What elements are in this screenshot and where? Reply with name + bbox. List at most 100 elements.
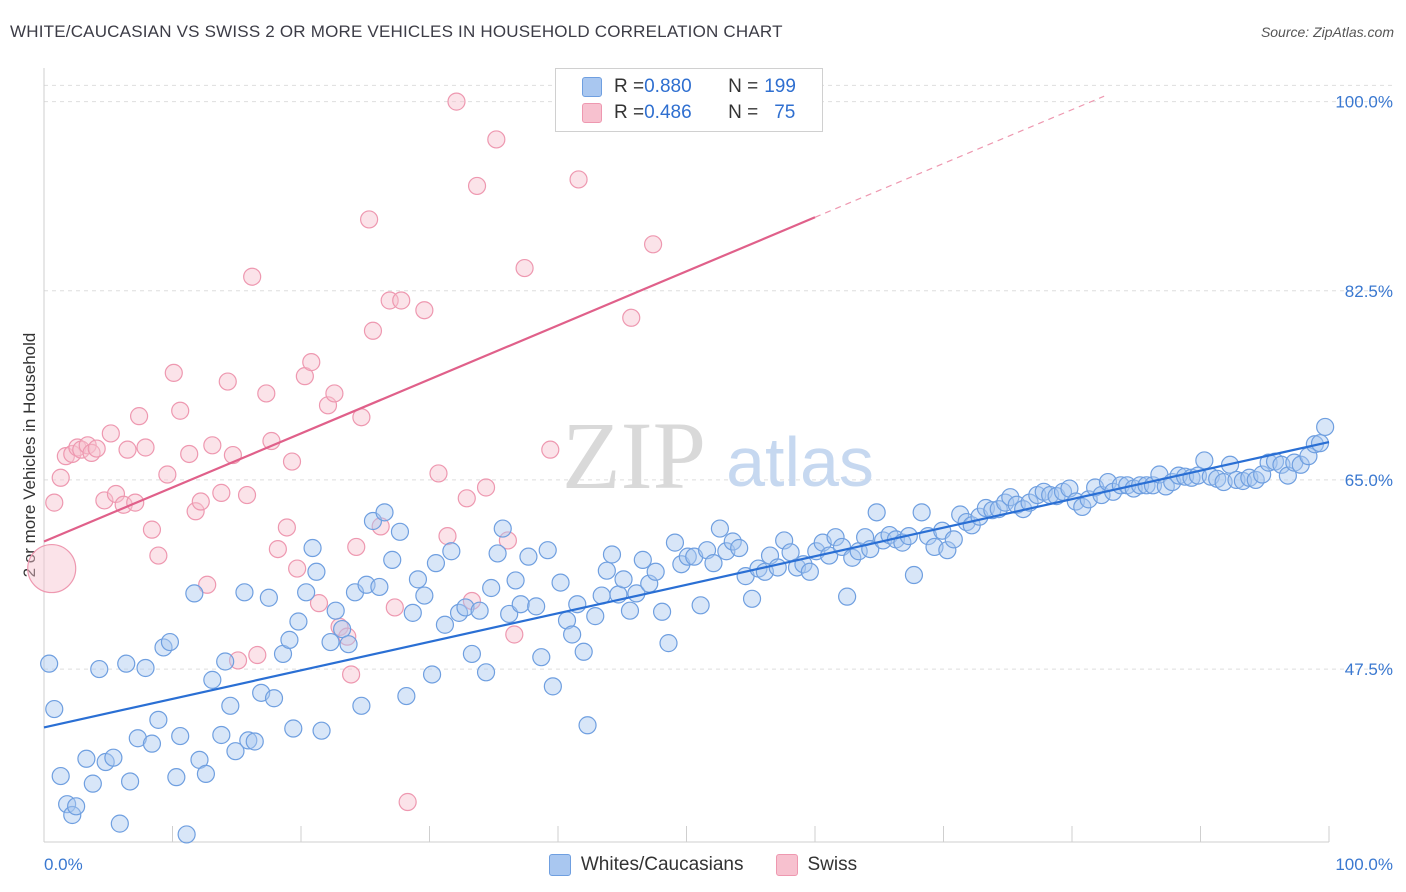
swiss-point [438,527,457,546]
whites-point [904,565,924,585]
whites-point [633,550,652,569]
whites-point [482,578,501,598]
series-label-swiss: Swiss [807,854,858,875]
whites-point [297,583,316,602]
whites-point [63,805,82,825]
legend-n-value: 75 [774,102,796,123]
axes [43,68,1330,843]
swiss-point [149,546,168,565]
whites-point [597,561,616,580]
whites-point [321,632,340,652]
swiss-point [302,353,321,372]
whites-point [620,601,640,620]
whites-point [352,696,371,715]
swiss-point [467,176,487,196]
series-swatch-swiss [775,854,798,876]
swiss-point [487,130,506,149]
swiss-point [136,438,155,457]
swiss-point [158,465,177,484]
swiss-point [186,502,205,521]
tick-labels: 47.5% 65.0% 82.5% 100.0% 0.0% 100.0% [44,93,1393,874]
whites-point [800,562,819,581]
whites-point [730,538,749,558]
swiss-point [429,464,448,483]
whites-point [1195,451,1214,470]
whites-point [659,634,678,653]
whites-point [551,573,570,592]
whites-point [442,542,461,561]
swiss-point [212,483,231,502]
swiss-point [462,591,482,611]
swiss-point [622,308,641,327]
swiss-point [180,444,199,464]
whites-point [370,577,389,597]
swiss-point [101,424,120,443]
whites-point [538,541,557,560]
whites-point [375,503,394,522]
swiss-point [277,518,296,537]
swiss-point [347,537,366,557]
whites-point [723,532,742,551]
whites-point [245,732,264,751]
whites-point [574,642,593,661]
whites-point [397,686,416,706]
swiss-point [95,491,114,510]
whites-point [989,499,1008,519]
whites-point [710,519,730,538]
gridlines [44,84,1394,670]
whites-point [1316,417,1335,437]
swiss-point [203,436,222,455]
series-legend: Whites/Caucasians Swiss [0,852,1406,878]
whites-point [216,652,235,671]
whites-point [120,772,140,791]
swiss-point [191,492,210,511]
whites-point [543,677,562,696]
swiss-point [363,321,383,340]
whites-point [996,493,1015,512]
swiss-point [248,645,267,665]
whites-point [1073,497,1092,517]
whites-point [51,766,70,786]
whites-trend-line [43,441,1330,729]
y-tick-label: 82.5% [1345,282,1393,301]
watermark-zip: ZIP [562,402,706,509]
swiss-point [505,625,524,644]
whites-point [264,689,284,708]
swiss-point [569,170,588,189]
x-tick-label: 0.0% [44,855,83,874]
whites-point [691,596,710,615]
x-tick-label: 100.0% [1335,855,1393,874]
whites-point [470,601,489,620]
swiss-point [198,575,217,594]
y-tick-label: 65.0% [1345,471,1393,490]
whites-point [678,547,697,566]
whites-point [563,625,582,644]
swiss-point [257,384,276,403]
swiss-point [118,440,137,459]
whites-point [83,774,102,793]
trend-lines [43,95,1330,729]
chart-title: WHITE/CAUCASIAN VS SWISS 2 OR MORE VEHIC… [10,22,783,41]
whites-point [177,825,196,844]
whites-point [938,541,957,560]
whites-point [646,562,665,581]
whites-point [383,550,402,569]
legend-n-label: N = [728,102,759,123]
whites-point [912,503,931,522]
whites-point [185,584,204,603]
whites-point [67,797,86,816]
whites-point [333,619,352,639]
swiss-point [309,594,329,613]
swiss-point [392,291,411,310]
legend-swatch-whites [582,77,602,97]
whites-point [104,748,123,767]
whites-point [221,696,240,715]
legend-swatch-swiss [582,103,602,123]
whites-point [171,726,190,746]
whites-point [235,583,254,602]
swiss-point [51,468,70,487]
data-points [27,90,1335,844]
whites-point [1001,488,1020,507]
legend-r-label: R = [614,76,645,97]
